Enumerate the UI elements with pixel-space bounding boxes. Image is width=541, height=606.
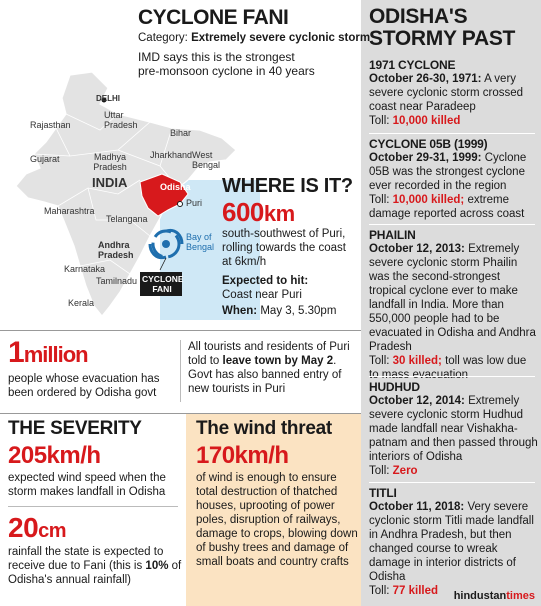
divider (180, 340, 181, 402)
wind-threat-panel (186, 414, 361, 606)
map-label-andhra-pradesh: Andhra Pradesh (98, 240, 134, 260)
stormy-past-panel (361, 0, 541, 606)
storm-entry: CYCLONE 05B (1999) October 29-31, 1999: … (369, 137, 539, 221)
stormy-past-title: ODISHA'S STORMY PAST (369, 5, 516, 50)
divider (8, 506, 178, 507)
storm-toll: Toll: 10,000 killed; extreme damage repo… (369, 194, 525, 220)
map-label-gujarat: Gujarat (30, 154, 60, 164)
map-label-bihar: Bihar (170, 128, 192, 138)
wind-threat-speed: 170km/h (196, 442, 289, 469)
wind-threat-description: of wind is enough to ensure total destru… (196, 472, 358, 568)
expected-label: Expected to hit: (222, 275, 309, 287)
evacuation-row (0, 330, 361, 414)
category-line: Category: Extremely severe cyclonic stor… (138, 32, 371, 44)
severity-speed: 205km/h (8, 442, 101, 469)
storm-description: October 29-31, 1999: Cyclone 05B was the… (369, 152, 527, 192)
storm-entry: HUDHUD October 12, 2014: Extremely sever… (369, 380, 539, 478)
map-label-puri: Puri (186, 198, 203, 208)
storm-name: CYCLONE 05B (1999) (369, 137, 488, 151)
rainfall-description: rainfall the state is expected to receiv… (8, 546, 182, 586)
map-label-kerala: Kerala (68, 298, 95, 308)
storm-description: October 12, 2014: Extremely severe cyclo… (369, 395, 538, 463)
map-label-jharkhand: Jharkhand (150, 150, 193, 160)
divider (369, 133, 535, 134)
divider (369, 482, 535, 483)
wind-threat-title: The wind threat (196, 418, 332, 439)
map-label-cyclone-fani: CYCLONE FANI (142, 274, 184, 294)
evacuation-count: 1million (8, 336, 89, 369)
when-line: When: May 3, 5.30pm (222, 305, 337, 317)
storm-toll: Toll: Zero (369, 465, 418, 477)
storm-toll: Toll: 10,000 killed (369, 115, 461, 127)
map-label-odisha: Odisha (160, 182, 191, 192)
storm-name: 1971 CYCLONE (369, 58, 456, 72)
imd-note: IMD says this is the strongest pre-monsoo… (138, 50, 315, 78)
state-borders (33, 113, 179, 275)
map-label-tamilnadu: Tamilnadu (96, 276, 138, 286)
odisha-region (139, 173, 189, 217)
where-description: south-southwest of Puri, rolling towards… (222, 228, 347, 268)
map-label-uttar-pradesh: Uttar Pradesh (104, 110, 138, 130)
storm-toll: Toll: 77 killed (369, 585, 439, 597)
where-distance: 600km (222, 197, 295, 227)
page-title: CYCLONE FANI (138, 6, 289, 29)
map-label-madhya-pradesh: Madhya Pradesh (93, 152, 127, 172)
map-label-india: INDIA (92, 175, 128, 190)
storm-description: October 26-30, 1971: A very severe cyclo… (369, 73, 524, 113)
map-label-bay-of-bengal: Bay of Bengal (186, 232, 215, 252)
where-title: WHERE IS IT? (222, 175, 353, 197)
severity-title: THE SEVERITY (8, 418, 142, 439)
delhi-marker (101, 97, 107, 103)
storm-entry: PHAILIN October 12, 2013: Extremely seve… (369, 228, 539, 382)
severity-speed-description: expected wind speed when the storm makes… (8, 472, 166, 498)
map-label-karnataka: Karnataka (64, 264, 106, 274)
rainfall-value: 20cm (8, 512, 67, 543)
category-value: Extremely severe cyclonic storm (191, 32, 371, 44)
divider (369, 224, 535, 225)
expected-value: Coast near Puri (222, 289, 302, 301)
storm-toll: Toll: 30 killed; toll was low due to mas… (369, 355, 527, 381)
map-label-telangana: Telangana (106, 214, 148, 224)
cyclone-icon (148, 228, 184, 260)
storm-name: HUDHUD (369, 380, 420, 394)
storm-name: TITLI (369, 486, 397, 500)
storm-entry: 1971 CYCLONE October 26-30, 1971: A very… (369, 58, 539, 128)
tourists-note: All tourists and residents of Puri told … (188, 341, 350, 395)
cyclone-label-box (140, 272, 182, 296)
map-label-west-bengal: West Bengal (192, 150, 221, 170)
evacuation-description: people whose evacuation has been ordered… (8, 373, 160, 399)
india-map (15, 71, 260, 320)
puri-marker (177, 201, 183, 207)
storm-entry: TITLI October 11, 2018: Very severe cycl… (369, 486, 539, 598)
storm-description: October 12, 2013: Extremely severe cyclo… (369, 243, 536, 353)
storm-description: October 11, 2018: Very severe cyclonic s… (369, 501, 534, 583)
cyclone-pointer (159, 257, 167, 271)
publisher-logo: hindustantimes (453, 590, 535, 602)
india-landmass (15, 71, 237, 317)
map-label-rajasthan: Rajasthan (30, 120, 71, 130)
divider (369, 376, 535, 377)
storm-name: PHAILIN (369, 228, 416, 242)
map-label-maharashtra: Maharashtra (44, 206, 95, 216)
map-label-delhi: DELHI (96, 94, 120, 103)
